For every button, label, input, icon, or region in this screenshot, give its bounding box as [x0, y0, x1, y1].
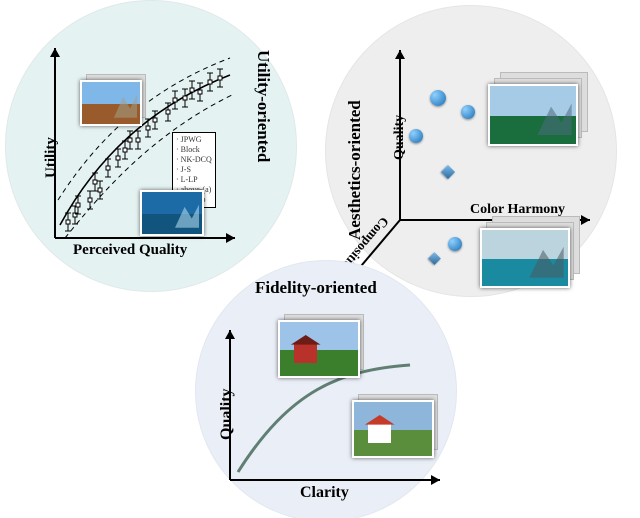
landscape-thumb-1: [80, 80, 142, 126]
marker-cube: [428, 252, 441, 265]
red-house-thumb: [278, 320, 360, 378]
marker-dot: [461, 105, 475, 119]
marker-dot: [409, 129, 423, 143]
marker-cube: [441, 165, 455, 179]
underwater-thumb: [140, 190, 204, 236]
dynamic-layer: [0, 0, 640, 518]
marker-dot: [448, 237, 462, 251]
harbor-thumb: [480, 228, 570, 288]
lighthouse-thumb: [352, 400, 434, 458]
mountain-lake-thumb: [488, 84, 578, 146]
marker-dot: [430, 90, 446, 106]
